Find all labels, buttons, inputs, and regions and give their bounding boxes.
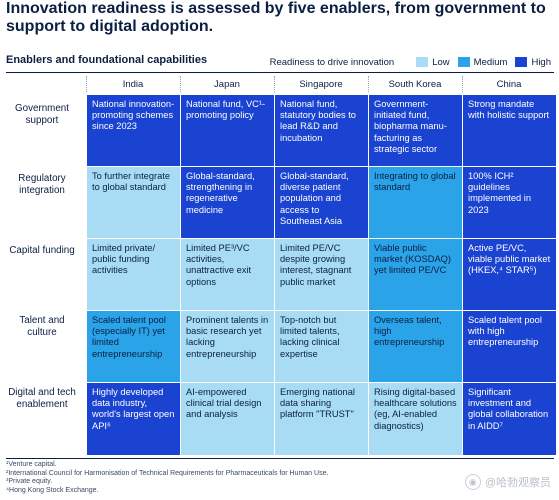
- footnote: ²International Council for Harmonisation…: [6, 469, 329, 477]
- footnote: ³Private equity.: [6, 478, 53, 486]
- cell-government-support-south-korea: Government-initiated fund, biopharma man…: [369, 95, 462, 166]
- weibo-logo-icon: ◉: [464, 474, 481, 490]
- column-header-japan: Japan: [214, 79, 240, 90]
- cell-capital-funding-singapore: Limited PE/VC despite growing interest, …: [275, 239, 368, 310]
- header-top-rule: [6, 72, 554, 73]
- row-label-capital-funding: Capital funding: [9, 245, 75, 256]
- column-divider: [274, 76, 275, 92]
- watermark: ◉ @哈勃观察员: [464, 474, 551, 490]
- cell-government-support-japan: National fund, VC¹-promoting policy: [181, 95, 274, 166]
- legend-label-low: Low: [432, 56, 450, 68]
- cell-digital-and-tech-enablement-japan: AI-empowered clinical trial design and a…: [181, 383, 274, 455]
- footnote: ⁴Hong Kong Stock Exchange.: [6, 487, 99, 495]
- cell-regulatory-integration-japan: Global-standard, strengthening in regene…: [181, 167, 274, 238]
- cell-digital-and-tech-enablement-india: Highly developed data industry, world's …: [87, 383, 180, 455]
- cell-talent-and-culture-china: Scaled talent pool with high entrepreneu…: [463, 311, 556, 382]
- page-title: Innovation readiness is assessed by five…: [6, 0, 546, 35]
- cell-talent-and-culture-singapore: Top-notch but limited talents, lacking c…: [275, 311, 368, 382]
- cell-talent-and-culture-japan: Prominent talents in basic research yet …: [181, 311, 274, 382]
- cell-regulatory-integration-india: To further integrate to global standard: [87, 167, 180, 238]
- legend-item-low: Low: [416, 56, 450, 68]
- cell-talent-and-culture-india: Scaled talent pool (especially IT) yet l…: [87, 311, 180, 382]
- column-header-china: China: [496, 79, 522, 90]
- legend-label-high: High: [531, 56, 551, 68]
- cell-regulatory-integration-china: 100% ICH² guidelines implemented in 2023: [463, 167, 556, 238]
- cell-capital-funding-india: Limited private/ public funding activiti…: [87, 239, 180, 310]
- column-header-singapore: Singapore: [299, 79, 343, 90]
- cell-capital-funding-japan: Limited PE³/VC activities, unattractive …: [181, 239, 274, 310]
- row-label-government-support: Government support: [15, 103, 69, 126]
- legend-swatch-low: [416, 57, 429, 67]
- cell-government-support-china: Strong mandate with holistic support: [463, 95, 556, 166]
- cell-digital-and-tech-enablement-singapore: Emerging national data sharing platform …: [275, 383, 368, 455]
- legend-label-medium: Medium: [473, 56, 508, 68]
- table-bottom-rule: [6, 458, 554, 459]
- footnotes: ¹Venture capital. ²International Council…: [6, 461, 328, 496]
- cell-regulatory-integration-south-korea: Integrating to global standard: [369, 167, 462, 238]
- table-subtitle: Enablers and foundational capabilities: [6, 54, 208, 66]
- legend-item-medium: Medium: [457, 56, 508, 68]
- cell-government-support-india: National innovation-promoting schemes si…: [87, 95, 180, 166]
- cell-talent-and-culture-south-korea: Overseas talent, high entrepreneurship: [369, 311, 462, 382]
- cell-digital-and-tech-enablement-china: Significant investment and global collab…: [463, 383, 556, 455]
- row-label-digital-and-tech-enablement: Digital and tech enablement: [8, 387, 76, 410]
- row-label-talent-and-culture: Talent and culture: [19, 315, 65, 338]
- column-divider: [462, 76, 463, 92]
- row-label-regulatory-integration: Regulatory integration: [18, 173, 66, 196]
- cell-regulatory-integration-singapore: Global-standard, diverse patient populat…: [275, 167, 368, 238]
- column-divider: [368, 76, 369, 92]
- column-divider: [180, 76, 181, 92]
- cell-capital-funding-south-korea: Viable public market (KOSDAQ) yet limite…: [369, 239, 462, 310]
- watermark-text: @哈勃观察员: [484, 477, 551, 489]
- column-header-south-korea: South Korea: [388, 79, 442, 90]
- cell-capital-funding-china: Active PE/VC, viable public market (HKEX…: [463, 239, 556, 310]
- column-divider: [86, 76, 87, 92]
- cell-digital-and-tech-enablement-south-korea: Rising digital-based healthcare solution…: [369, 383, 462, 455]
- legend: Readiness to drive innovation Low Medium…: [270, 56, 551, 68]
- cell-government-support-singapore: National fund, statutory bodies to lead …: [275, 95, 368, 166]
- legend-swatch-medium: [457, 57, 470, 67]
- column-header-india: India: [122, 79, 144, 90]
- footnote: ¹Venture capital.: [6, 461, 57, 468]
- legend-swatch-high: [515, 57, 528, 67]
- legend-title: Readiness to drive innovation: [269, 56, 395, 68]
- legend-item-high: High: [515, 57, 551, 68]
